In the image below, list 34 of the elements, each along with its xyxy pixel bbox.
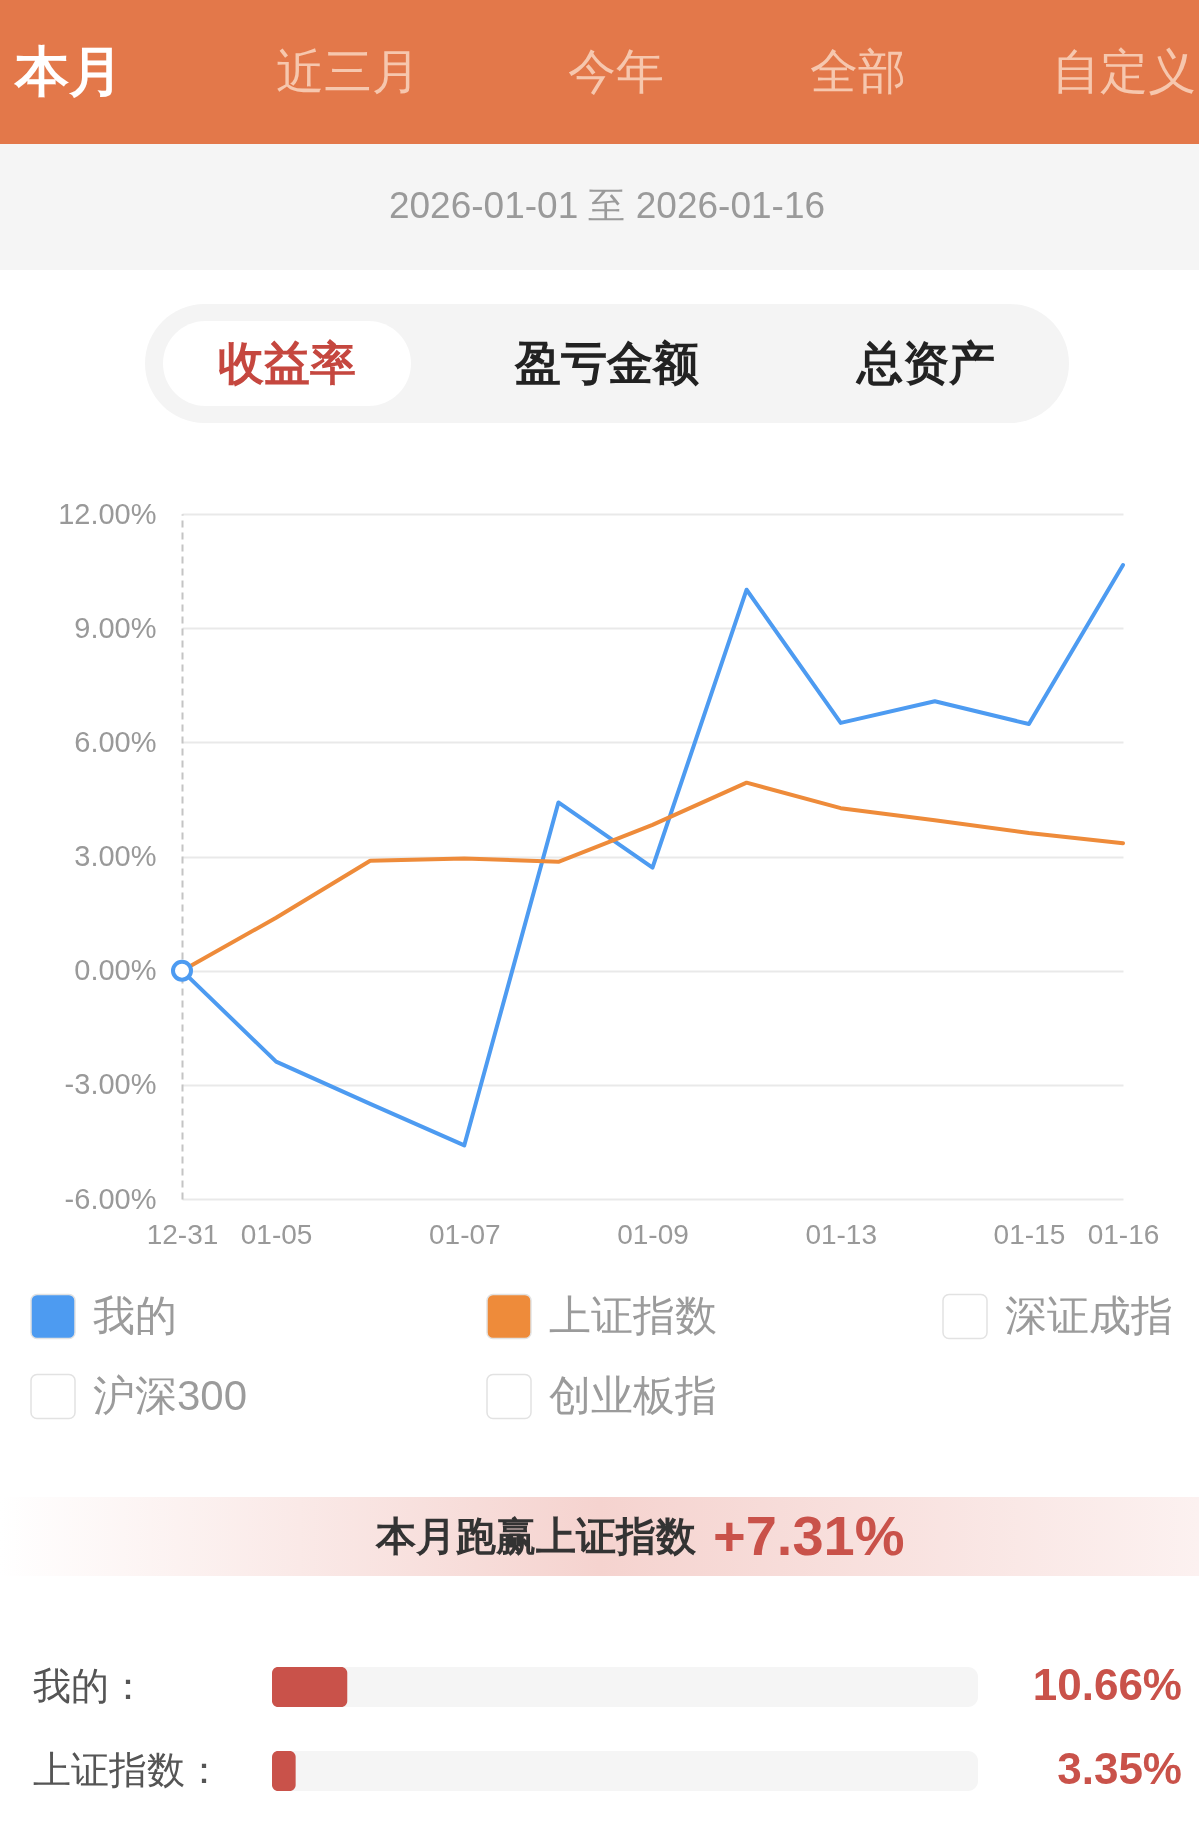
chart-title: 本月跑赢上证指数 bbox=[375, 1514, 697, 1558]
text: 收益率 bbox=[218, 337, 356, 389]
y-tick-label: -3.00% bbox=[64, 1068, 157, 1101]
legend-label: 我的 bbox=[93, 1291, 177, 1339]
x-tick-label: 01-07 bbox=[428, 1218, 501, 1250]
y-tick-label: 9.00% bbox=[74, 611, 157, 644]
x-tick-label: 01-15 bbox=[993, 1218, 1066, 1250]
y-tick-label: -6.00% bbox=[64, 1182, 157, 1215]
data-label: 10.66% bbox=[1032, 1660, 1182, 1709]
x-tick-label: 01-05 bbox=[240, 1218, 313, 1250]
legend-label: 创业板指 bbox=[549, 1371, 717, 1419]
legend-label: 沪深300 bbox=[93, 1371, 248, 1419]
x-tick-label: 01-16 bbox=[1087, 1218, 1160, 1250]
legend-label: 上证指数 bbox=[549, 1291, 717, 1339]
y-tick-label: 3.00% bbox=[74, 840, 157, 872]
x-tick-label: 01-13 bbox=[805, 1218, 878, 1250]
x-tick-label: 01-09 bbox=[617, 1218, 689, 1250]
text: 全部 bbox=[810, 45, 906, 98]
legend-label: 深证成指 bbox=[1005, 1291, 1173, 1339]
y-tick-label: 0.00% bbox=[74, 954, 157, 987]
data-label: 3.35% bbox=[1057, 1744, 1182, 1793]
category-label: 我的： bbox=[32, 1664, 147, 1707]
x-tick-label: 12-31 bbox=[146, 1218, 219, 1250]
text: +7.31% bbox=[713, 1504, 905, 1567]
text: 盈亏金额 bbox=[514, 337, 699, 389]
y-tick-label: 6.00% bbox=[74, 725, 157, 758]
text: 近三月 bbox=[276, 45, 420, 98]
text: 本月 bbox=[13, 41, 123, 101]
text: 总资产 bbox=[855, 337, 995, 389]
text: 2026-01-01 至 2026-01-16 bbox=[388, 185, 826, 226]
text: 今年 bbox=[568, 45, 664, 98]
y-tick-label: 12.00% bbox=[58, 497, 157, 530]
text: 自定义 bbox=[1052, 45, 1196, 98]
category-label: 上证指数： bbox=[32, 1748, 223, 1791]
